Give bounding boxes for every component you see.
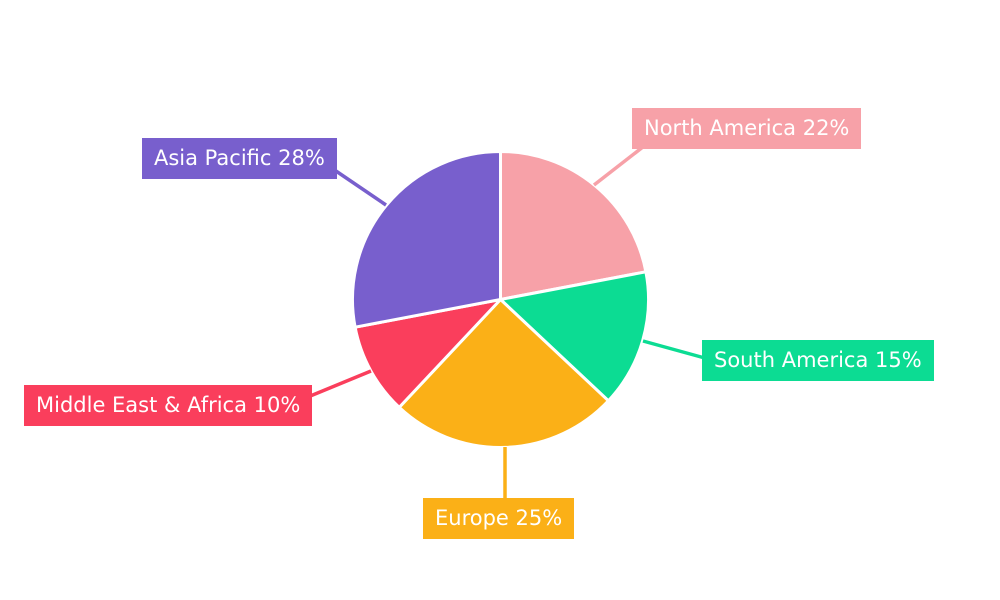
leader-line-asia-pacific	[332, 167, 387, 207]
callout-label-europe: Europe 25%	[423, 498, 575, 539]
callout-label-asia-pacific: Asia Pacific 28%	[142, 138, 337, 179]
leader-line-middle-east-africa	[302, 369, 372, 401]
leader-line-north-america	[592, 141, 650, 187]
callout-label-north-america: North America 22%	[632, 108, 862, 149]
callout-label-middle-east-africa: Middle East & Africa 10%	[24, 385, 313, 426]
leader-line-south-america	[642, 339, 713, 362]
callout-label-south-america: South America 15%	[702, 340, 934, 381]
pie-slice-asia-pacific	[351, 150, 502, 329]
pie-slice-south-america	[499, 270, 650, 403]
